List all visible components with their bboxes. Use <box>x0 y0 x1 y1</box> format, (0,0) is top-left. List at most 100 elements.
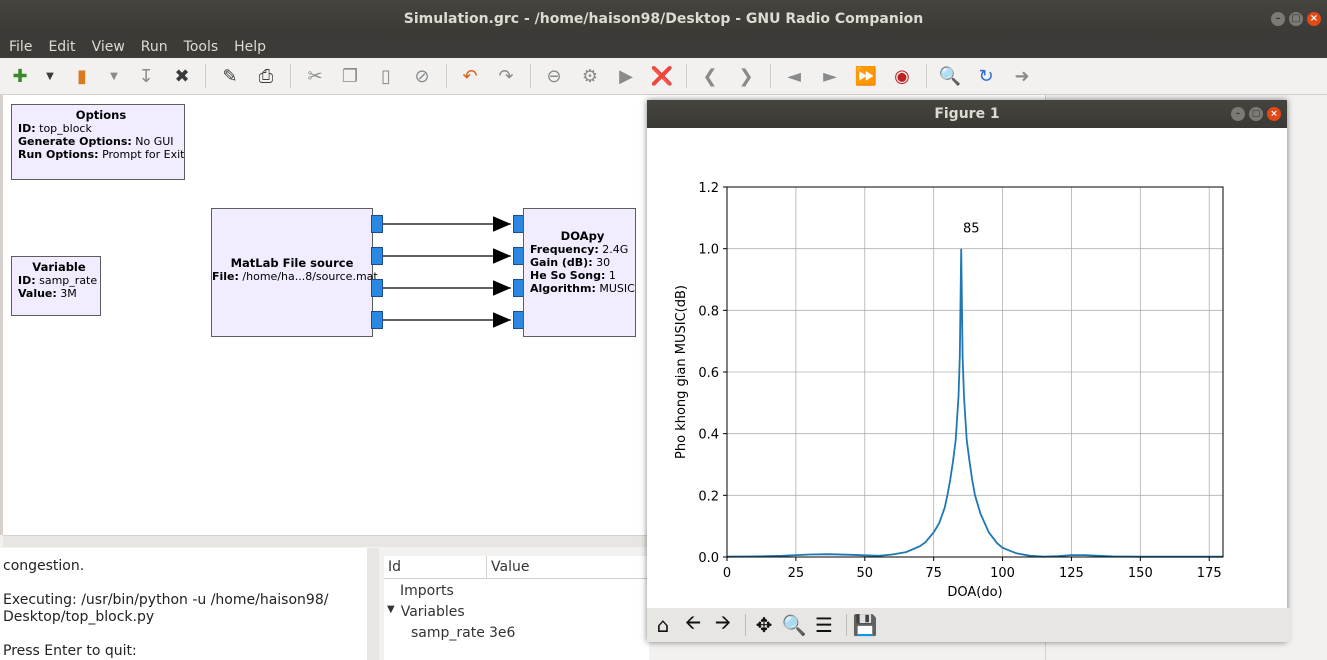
output-port-0[interactable] <box>371 215 383 233</box>
variable-id-value: samp_rate <box>39 274 98 287</box>
run-icon[interactable]: ▶ <box>619 65 633 87</box>
x-tick-label: 25 <box>788 566 805 581</box>
generate-icon[interactable]: ⚙ <box>581 65 599 87</box>
options-run-value: Prompt for Exit <box>102 148 185 161</box>
matlab-source-block[interactable]: MatLab File source File: /home/ha...8/so… <box>211 208 378 337</box>
chevron-right-icon[interactable]: ❯ <box>738 65 754 87</box>
doapy-block-title: DOApy <box>560 229 605 243</box>
options-block[interactable]: Options ID: top_block Generate Options: … <box>11 104 185 180</box>
x-tick-label: 175 <box>1197 566 1222 581</box>
output-port-3[interactable] <box>371 311 383 329</box>
window-title: Simulation.grc - /home/haison98/Desktop … <box>403 11 924 27</box>
menu-file[interactable]: File <box>9 39 33 55</box>
menu-run[interactable]: Run <box>140 39 168 55</box>
reload-icon[interactable]: ↻ <box>978 65 994 87</box>
figure-close-button[interactable]: × <box>1267 107 1281 121</box>
console-line-2: Executing: /usr/bin/python -u /home/hais… <box>3 592 329 608</box>
menu-view[interactable]: View <box>91 39 125 55</box>
y-tick-label: 0.8 <box>698 304 719 319</box>
maximize-button[interactable]: □ <box>1289 12 1303 26</box>
pan-icon[interactable]: ✥ <box>755 613 773 637</box>
x-axis-label: DOA(do) <box>947 585 1002 600</box>
rotate-cw-icon[interactable]: ► <box>823 65 837 87</box>
cut-icon[interactable]: ✂ <box>307 65 323 87</box>
record-icon[interactable]: ◉ <box>894 65 910 87</box>
column-header-id[interactable]: Id <box>384 556 487 578</box>
zoom-icon[interactable]: 🔍 <box>781 613 807 637</box>
figure-toolbar: ⌂ 🡨 🡪 ✥ 🔍 ☰ 💾 <box>647 608 1290 642</box>
chevron-down-icon[interactable]: ▼ <box>46 70 54 82</box>
doapy-freq-label: Frequency: <box>530 243 599 256</box>
variable-block[interactable]: Variable ID: samp_rate Value: 3M <box>11 256 101 316</box>
options-gen-value: No GUI <box>135 135 174 148</box>
configure-subplots-icon[interactable]: ☰ <box>815 613 833 637</box>
figure-maximize-button[interactable]: □ <box>1249 107 1263 121</box>
figure-minimize-button[interactable]: – <box>1231 107 1245 121</box>
doapy-gain-value: 30 <box>596 256 611 269</box>
kill-icon[interactable]: ❌ <box>650 65 674 87</box>
save-icon[interactable]: ↧ <box>138 65 154 87</box>
samp-rate-row[interactable]: samp_rate 3e6 <box>384 623 649 641</box>
menu-edit[interactable]: Edit <box>48 39 76 55</box>
chevron-down-icon[interactable]: ▼ <box>110 70 118 82</box>
doapy-heso-value: 1 <box>608 269 616 282</box>
chevron-left-icon[interactable]: ❮ <box>702 65 718 87</box>
output-port-1[interactable] <box>371 247 383 265</box>
menu-help[interactable]: Help <box>234 39 267 55</box>
home-icon[interactable]: ⌂ <box>656 613 670 637</box>
imports-row[interactable]: Imports <box>400 583 454 599</box>
forward-arrow-icon[interactable]: 🡪 <box>714 610 732 634</box>
doapy-block[interactable]: DOApy Frequency: 2.4G Gain (dB): 30 He S… <box>523 208 636 337</box>
window-title-bar: Simulation.grc - /home/haison98/Desktop … <box>0 0 1327 38</box>
back-arrow-icon[interactable]: 🡨 <box>684 610 702 634</box>
console-scrollbar[interactable] <box>367 548 379 660</box>
expander-icon[interactable]: ▼ <box>387 604 395 615</box>
save-figure-icon[interactable]: 💾 <box>852 613 878 637</box>
matlab-block-title: MatLab File source <box>230 256 354 270</box>
music-spectrum-plot: 0 25 50 75 100 125 150 175 0.0 0.2 0.4 0.6 0.8 1.0 1.2… <box>674 181 1224 600</box>
undo-icon[interactable]: ↶ <box>462 65 478 87</box>
output-port-2[interactable] <box>371 279 383 297</box>
rotate-ccw-icon[interactable]: ◄ <box>787 65 801 87</box>
close-button[interactable]: × <box>1307 12 1321 26</box>
canvas-horizontal-scrollbar[interactable] <box>3 535 648 547</box>
doapy-heso-label: He So Song: <box>530 269 606 282</box>
options-block-title: Options <box>75 108 127 122</box>
y-tick-label: 0.4 <box>698 428 719 443</box>
figure-title-bar: Figure 1 – □ × <box>647 100 1287 128</box>
y-tick-label: 1.0 <box>698 243 719 258</box>
copy-icon[interactable]: ❐ <box>341 65 359 87</box>
x-tick-label: 0 <box>723 566 731 581</box>
new-file-icon[interactable]: ✚ <box>12 65 28 87</box>
x-tick-label: 125 <box>1059 566 1084 581</box>
console-line-1: congestion. <box>3 558 85 574</box>
menu-tools[interactable]: Tools <box>183 39 219 55</box>
connection-arrows <box>383 216 511 328</box>
minimize-button[interactable]: – <box>1271 12 1285 26</box>
redo-icon[interactable]: ↷ <box>498 65 514 87</box>
x-tick-label: 100 <box>990 566 1015 581</box>
figure-title: Figure 1 <box>934 106 1000 122</box>
forward-icon[interactable]: ➜ <box>1014 65 1030 87</box>
disable-icon[interactable]: ⊖ <box>546 65 562 87</box>
variable-id-label: ID: <box>18 274 36 287</box>
pencil-icon[interactable]: ✎ <box>222 65 238 87</box>
peak-annotation: 85 <box>963 222 980 237</box>
matlab-file-label: File: <box>212 270 239 283</box>
column-header-value[interactable]: Value <box>491 559 530 575</box>
variables-row[interactable]: ▼ Variables <box>384 602 649 623</box>
doapy-gain-label: Gain (dB): <box>530 256 593 269</box>
fast-forward-icon[interactable]: ⏩ <box>854 65 878 87</box>
search-icon[interactable]: 🔍 <box>938 65 962 87</box>
doapy-algo-label: Algorithm: <box>530 282 596 295</box>
delete-icon[interactable]: ⊘ <box>414 65 430 87</box>
open-folder-icon[interactable]: ▮ <box>77 65 87 87</box>
print-icon[interactable]: ⎙ <box>258 65 274 87</box>
y-axis-label: Pho khong gian MUSIC(dB) <box>674 285 689 459</box>
variable-value-label: Value: <box>18 287 57 300</box>
close-file-icon[interactable]: ✖ <box>174 65 190 87</box>
variable-value-value: 3M <box>60 287 77 300</box>
console-line-3: Desktop/top_block.py <box>3 609 155 625</box>
options-run-label: Run Options: <box>18 148 99 161</box>
paste-icon[interactable]: ▯ <box>381 65 391 87</box>
